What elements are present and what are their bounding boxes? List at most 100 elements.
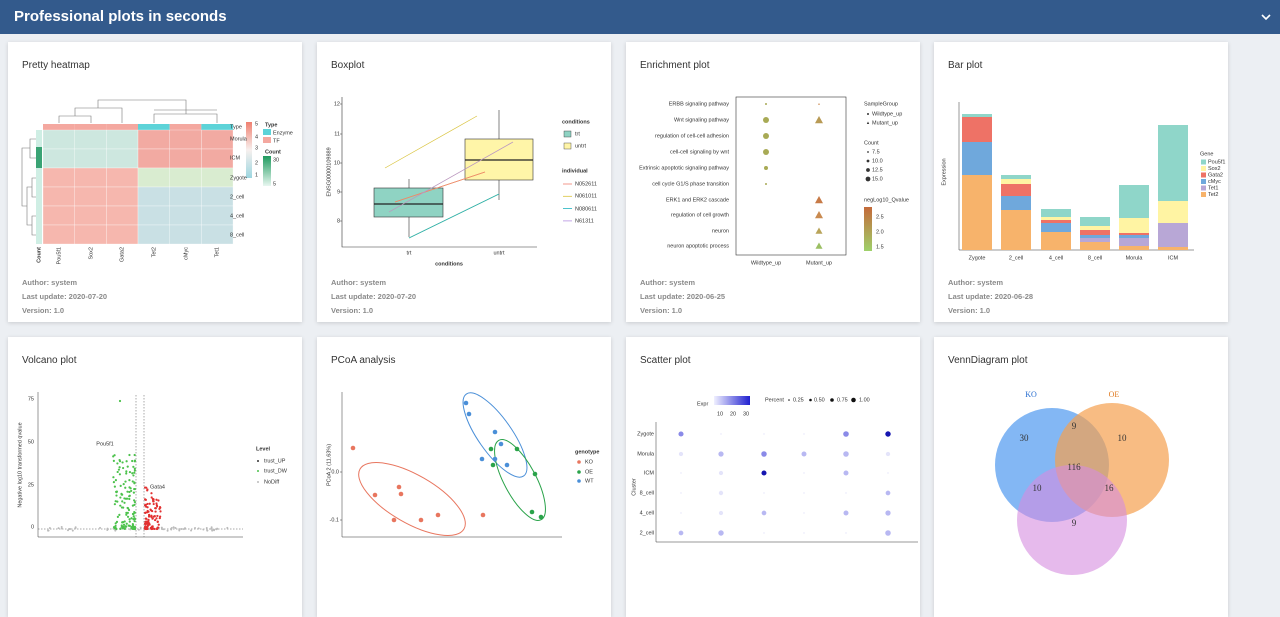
plot-shape xyxy=(74,186,107,207)
plot-shape xyxy=(42,148,75,169)
plot-label: Expr xyxy=(697,401,708,407)
plot-shape xyxy=(514,446,520,452)
plot-card[interactable]: KO OE 30 9 10 116 10 16 9 VennDiagram plot xyxy=(934,337,1228,617)
plot-shape xyxy=(130,489,133,493)
plot-shape xyxy=(1001,210,1031,250)
plot-shape xyxy=(114,529,117,532)
plot-shape xyxy=(130,517,133,520)
plot-shape xyxy=(128,494,131,497)
plot-shape xyxy=(1001,196,1031,210)
plot-shape xyxy=(131,459,134,463)
plot-shape xyxy=(114,479,117,482)
plot-shape xyxy=(1041,232,1071,250)
plot-shape xyxy=(178,528,181,531)
plot-shape xyxy=(118,460,122,463)
plot-shape xyxy=(577,470,581,474)
plot-shape xyxy=(126,465,129,468)
plot-label: conditions xyxy=(435,261,463,267)
plot-shape xyxy=(116,462,119,465)
plot-shape xyxy=(394,171,486,203)
plot-shape xyxy=(145,517,148,520)
plot-shape xyxy=(74,205,107,226)
plot-label: cell-cell signaling by wnt xyxy=(670,149,729,155)
plot-shape xyxy=(350,445,356,451)
plot-card[interactable]: ENSG00000109889 12 11 10 9 8 trt untrt condition… xyxy=(317,42,611,322)
plot-shape xyxy=(128,520,131,523)
plot-shape xyxy=(37,392,243,538)
plot-shape xyxy=(113,503,116,506)
plot-label: Sox2 xyxy=(1208,166,1221,172)
card-author: Author: system xyxy=(640,278,696,287)
plot-shape xyxy=(133,469,136,472)
plot-label: Mutant_up xyxy=(806,260,832,266)
plot-label: cMyc xyxy=(183,247,189,260)
plot-shape xyxy=(42,205,75,226)
plot-shape xyxy=(718,470,724,476)
card-title: Scatter plot xyxy=(640,355,691,366)
plot-shape xyxy=(1201,172,1206,178)
plot-shape xyxy=(815,211,823,219)
plot-shape xyxy=(74,148,107,169)
plot-shape xyxy=(128,518,131,521)
plot-shape xyxy=(147,515,151,518)
card-title: Volcano plot xyxy=(22,355,77,366)
plot-shape xyxy=(60,526,63,529)
plot-shape xyxy=(866,159,870,163)
plot-label: Tet1 xyxy=(1208,185,1218,191)
plot-shape xyxy=(155,502,158,505)
plot-shape xyxy=(210,526,213,529)
plot-shape xyxy=(210,527,213,530)
plot-shape xyxy=(488,446,494,452)
plot-shape xyxy=(764,166,768,170)
plot-card[interactable]: Expr 10 20 30 Percent 0.25 0.50 0.75 1.00 Zygote M… xyxy=(626,337,920,617)
plot-shape xyxy=(144,505,148,508)
plot-label: Type xyxy=(265,122,277,128)
plot-shape xyxy=(213,528,216,531)
plot-shape xyxy=(60,527,63,530)
plot-shape xyxy=(718,510,724,516)
card-title: Enrichment plot xyxy=(640,60,710,71)
plot-shape xyxy=(128,497,131,501)
plot-shape xyxy=(162,528,165,531)
plot-shape xyxy=(843,451,849,457)
plot-shape xyxy=(532,471,538,477)
plot-shape xyxy=(408,193,500,239)
plot-shape xyxy=(127,507,130,510)
collapse-toggle[interactable] xyxy=(1260,12,1272,22)
plot-shape xyxy=(133,520,136,523)
plot-label: 30 xyxy=(743,411,749,417)
plot-shape xyxy=(263,129,271,135)
card-author: Author: system xyxy=(22,278,78,287)
card-title: Boxplot xyxy=(331,60,365,71)
plot-card[interactable]: Type Type Enzyme TF Count 30 5 5 4 3 2 1 Morula ICM Zy… xyxy=(8,42,302,322)
plot-label: 2 xyxy=(255,160,258,166)
plot-label: ICM xyxy=(644,470,655,476)
plot-card[interactable]: PCoA 2 (11.63%) 0.0 -0.1 genotype KO OE WT PCoA… xyxy=(317,337,611,617)
plot-shape xyxy=(117,468,121,471)
plot-shape xyxy=(71,529,74,532)
plot-shape xyxy=(169,129,202,150)
plot-shape xyxy=(194,526,197,529)
header: Professional plots in seconds xyxy=(0,0,1280,34)
plot-shape xyxy=(201,148,234,169)
plot-label: Gata4 xyxy=(150,484,165,490)
plot-shape xyxy=(763,492,765,494)
plot-shape xyxy=(341,392,562,538)
plot-shape xyxy=(1158,247,1188,250)
plot-shape xyxy=(121,521,124,524)
plot-card[interactable]: Negative log10 transformed qvalue 75 50 25 0… xyxy=(8,337,302,617)
plot-label: Zygote xyxy=(637,431,654,437)
plot-card[interactable]: ERBB signaling pathway Wnt signaling path… xyxy=(626,42,920,322)
plot-shape xyxy=(718,490,724,496)
plot-shape xyxy=(818,103,820,105)
plot-label: Morula xyxy=(637,451,655,457)
plot-shape xyxy=(42,129,75,150)
plot-shape xyxy=(42,167,75,188)
plot-label: 116 xyxy=(1067,462,1081,472)
plot-label: 1.00 xyxy=(859,397,870,403)
plot-card[interactable]: Expression Zygote 2_cell 4_cell 8_cell Morula… xyxy=(934,42,1228,322)
plot-shape xyxy=(115,494,118,497)
plot-shape xyxy=(123,501,126,504)
plot-shape xyxy=(763,149,769,155)
plot-shape xyxy=(801,451,807,457)
